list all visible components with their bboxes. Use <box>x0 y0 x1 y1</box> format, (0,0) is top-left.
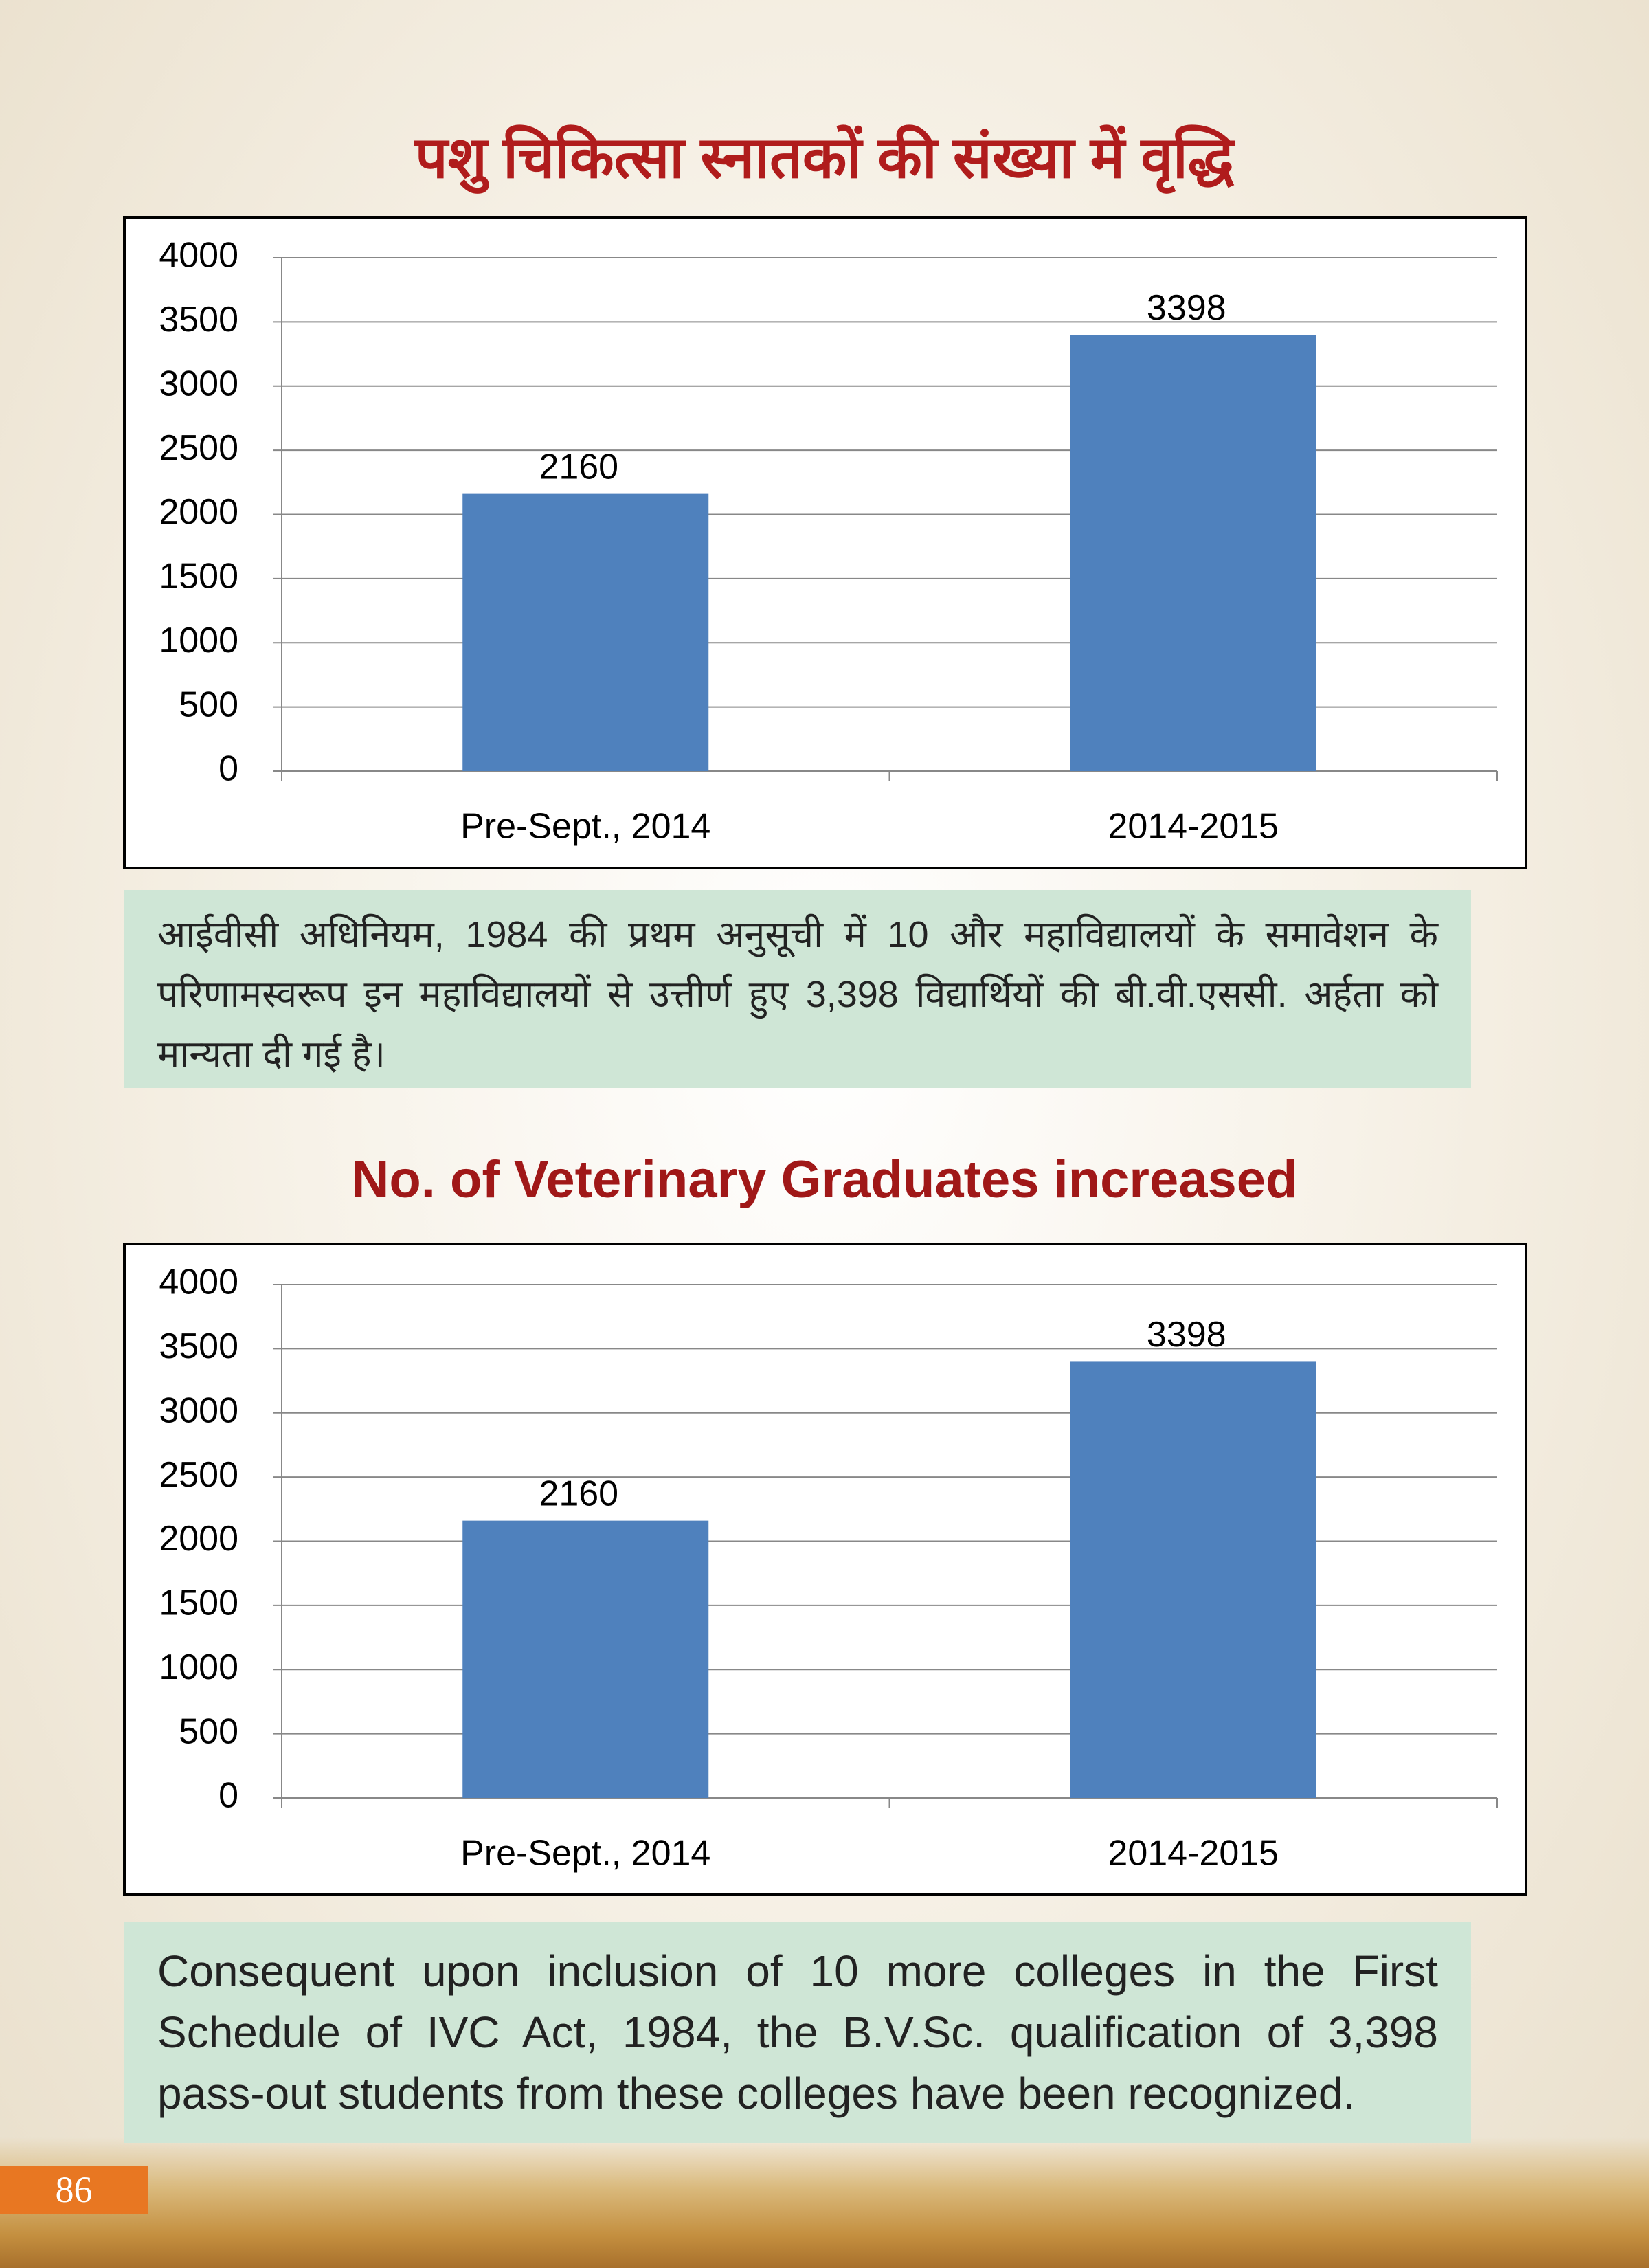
x-tick-label: 2014-2015 <box>1108 807 1279 847</box>
y-tick-label: 1500 <box>159 557 238 597</box>
y-tick-label: 0 <box>218 749 238 789</box>
x-tick-label: Pre-Sept., 2014 <box>460 807 710 847</box>
data-label: 3398 <box>1147 288 1226 328</box>
background-band <box>0 2137 1649 2268</box>
y-tick-label: 3500 <box>159 300 238 340</box>
y-tick-label: 2500 <box>159 428 238 468</box>
y-tick-label: 0 <box>218 1776 238 1816</box>
y-tick-label: 1000 <box>159 621 238 660</box>
y-tick-label: 2000 <box>159 1519 238 1559</box>
y-tick-label: 500 <box>179 1711 238 1751</box>
y-tick-label: 2500 <box>159 1455 238 1495</box>
page-number: 86 <box>0 2166 148 2214</box>
x-tick-label: Pre-Sept., 2014 <box>460 1834 710 1874</box>
bar <box>1070 335 1316 772</box>
y-tick-label: 3500 <box>159 1326 238 1366</box>
chart-title: No. of Veterinary Graduates increased <box>352 1150 1298 1209</box>
bar <box>462 493 709 771</box>
y-tick-label: 500 <box>179 685 238 724</box>
y-tick-label: 3000 <box>159 364 238 403</box>
x-tick-label: 2014-2015 <box>1108 1834 1279 1874</box>
y-tick-label: 4000 <box>159 236 238 276</box>
y-tick-label: 1000 <box>159 1647 238 1687</box>
y-tick-label: 4000 <box>159 1263 238 1302</box>
data-label: 3398 <box>1147 1315 1226 1355</box>
note: Consequent upon inclusion of 10 more col… <box>124 1922 1471 2143</box>
chart-title: पशु चिकित्सा स्नातकों की संख्या में वृद्… <box>414 124 1236 194</box>
y-tick-label: 2000 <box>159 492 238 532</box>
note: आईवीसी अधिनियम, 1984 की प्रथम अनुसूची मे… <box>124 890 1471 1088</box>
bar <box>1070 1361 1316 1798</box>
data-label: 2160 <box>539 447 618 487</box>
y-tick-label: 3000 <box>159 1390 238 1430</box>
y-tick-label: 1500 <box>159 1583 238 1623</box>
data-label: 2160 <box>539 1474 618 1513</box>
bar <box>462 1520 709 1798</box>
